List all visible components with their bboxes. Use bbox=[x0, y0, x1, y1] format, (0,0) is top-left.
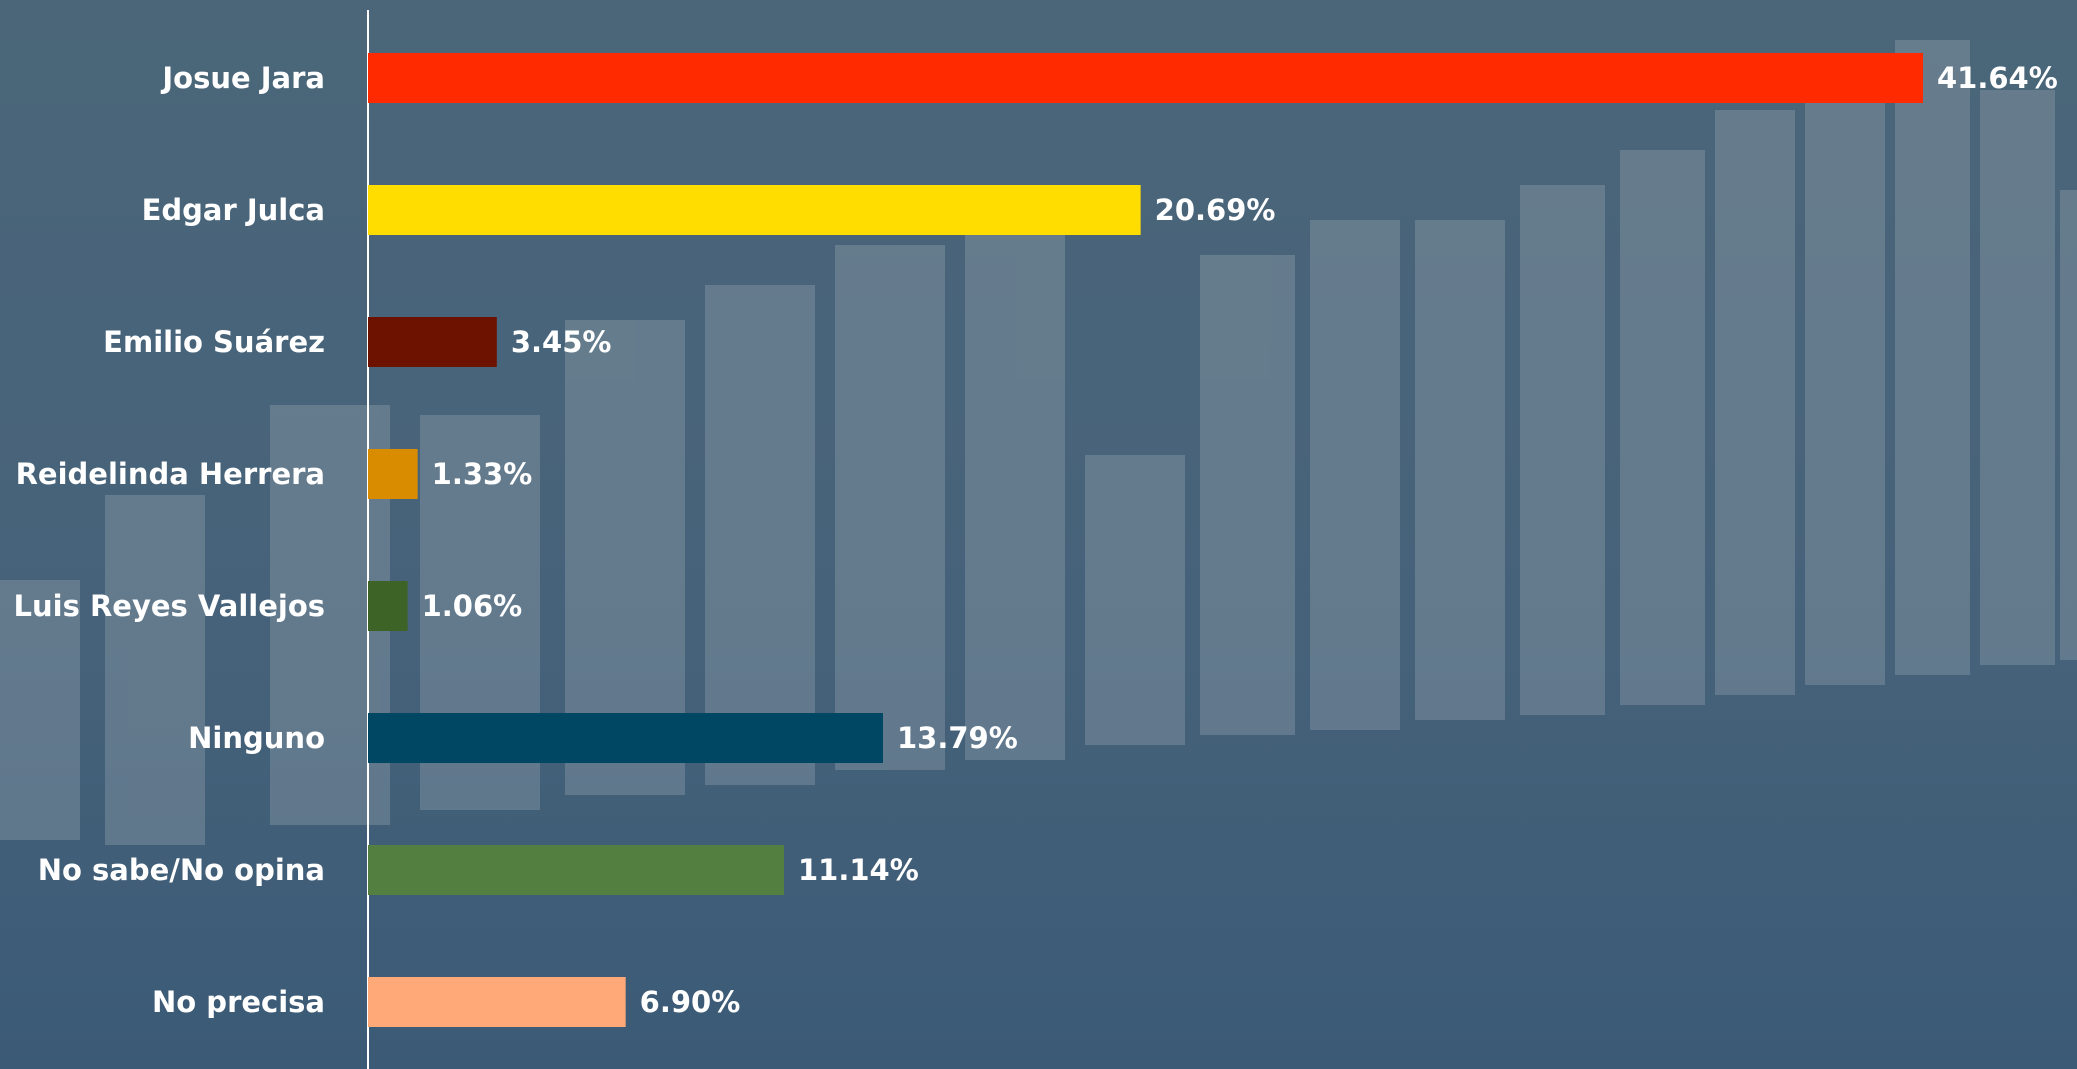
category-label: No precisa bbox=[152, 985, 325, 1019]
value-label: 11.14% bbox=[798, 853, 919, 887]
category-label: Emilio Suárez bbox=[103, 325, 325, 359]
bar bbox=[368, 845, 785, 895]
value-label: 1.33% bbox=[432, 457, 533, 491]
bar bbox=[368, 317, 497, 367]
bar bbox=[368, 449, 418, 499]
bar bbox=[368, 53, 1923, 103]
category-label: Josue Jara bbox=[160, 61, 325, 95]
category-label: No sabe/No opina bbox=[38, 853, 325, 887]
value-label: 13.79% bbox=[897, 721, 1018, 755]
bar bbox=[368, 713, 883, 763]
bar bbox=[368, 977, 626, 1027]
bar bbox=[368, 581, 408, 631]
value-label: 41.64% bbox=[1937, 61, 2058, 95]
category-label: Ninguno bbox=[188, 721, 325, 755]
value-label: 3.45% bbox=[511, 325, 612, 359]
value-label: 6.90% bbox=[640, 985, 741, 1019]
category-label: Luis Reyes Vallejos bbox=[14, 589, 325, 623]
category-label: Reidelinda Herrera bbox=[16, 457, 325, 491]
value-label: 1.06% bbox=[422, 589, 523, 623]
bar bbox=[368, 185, 1141, 235]
value-label: 20.69% bbox=[1155, 193, 1276, 227]
category-label: Edgar Julca bbox=[142, 193, 325, 227]
